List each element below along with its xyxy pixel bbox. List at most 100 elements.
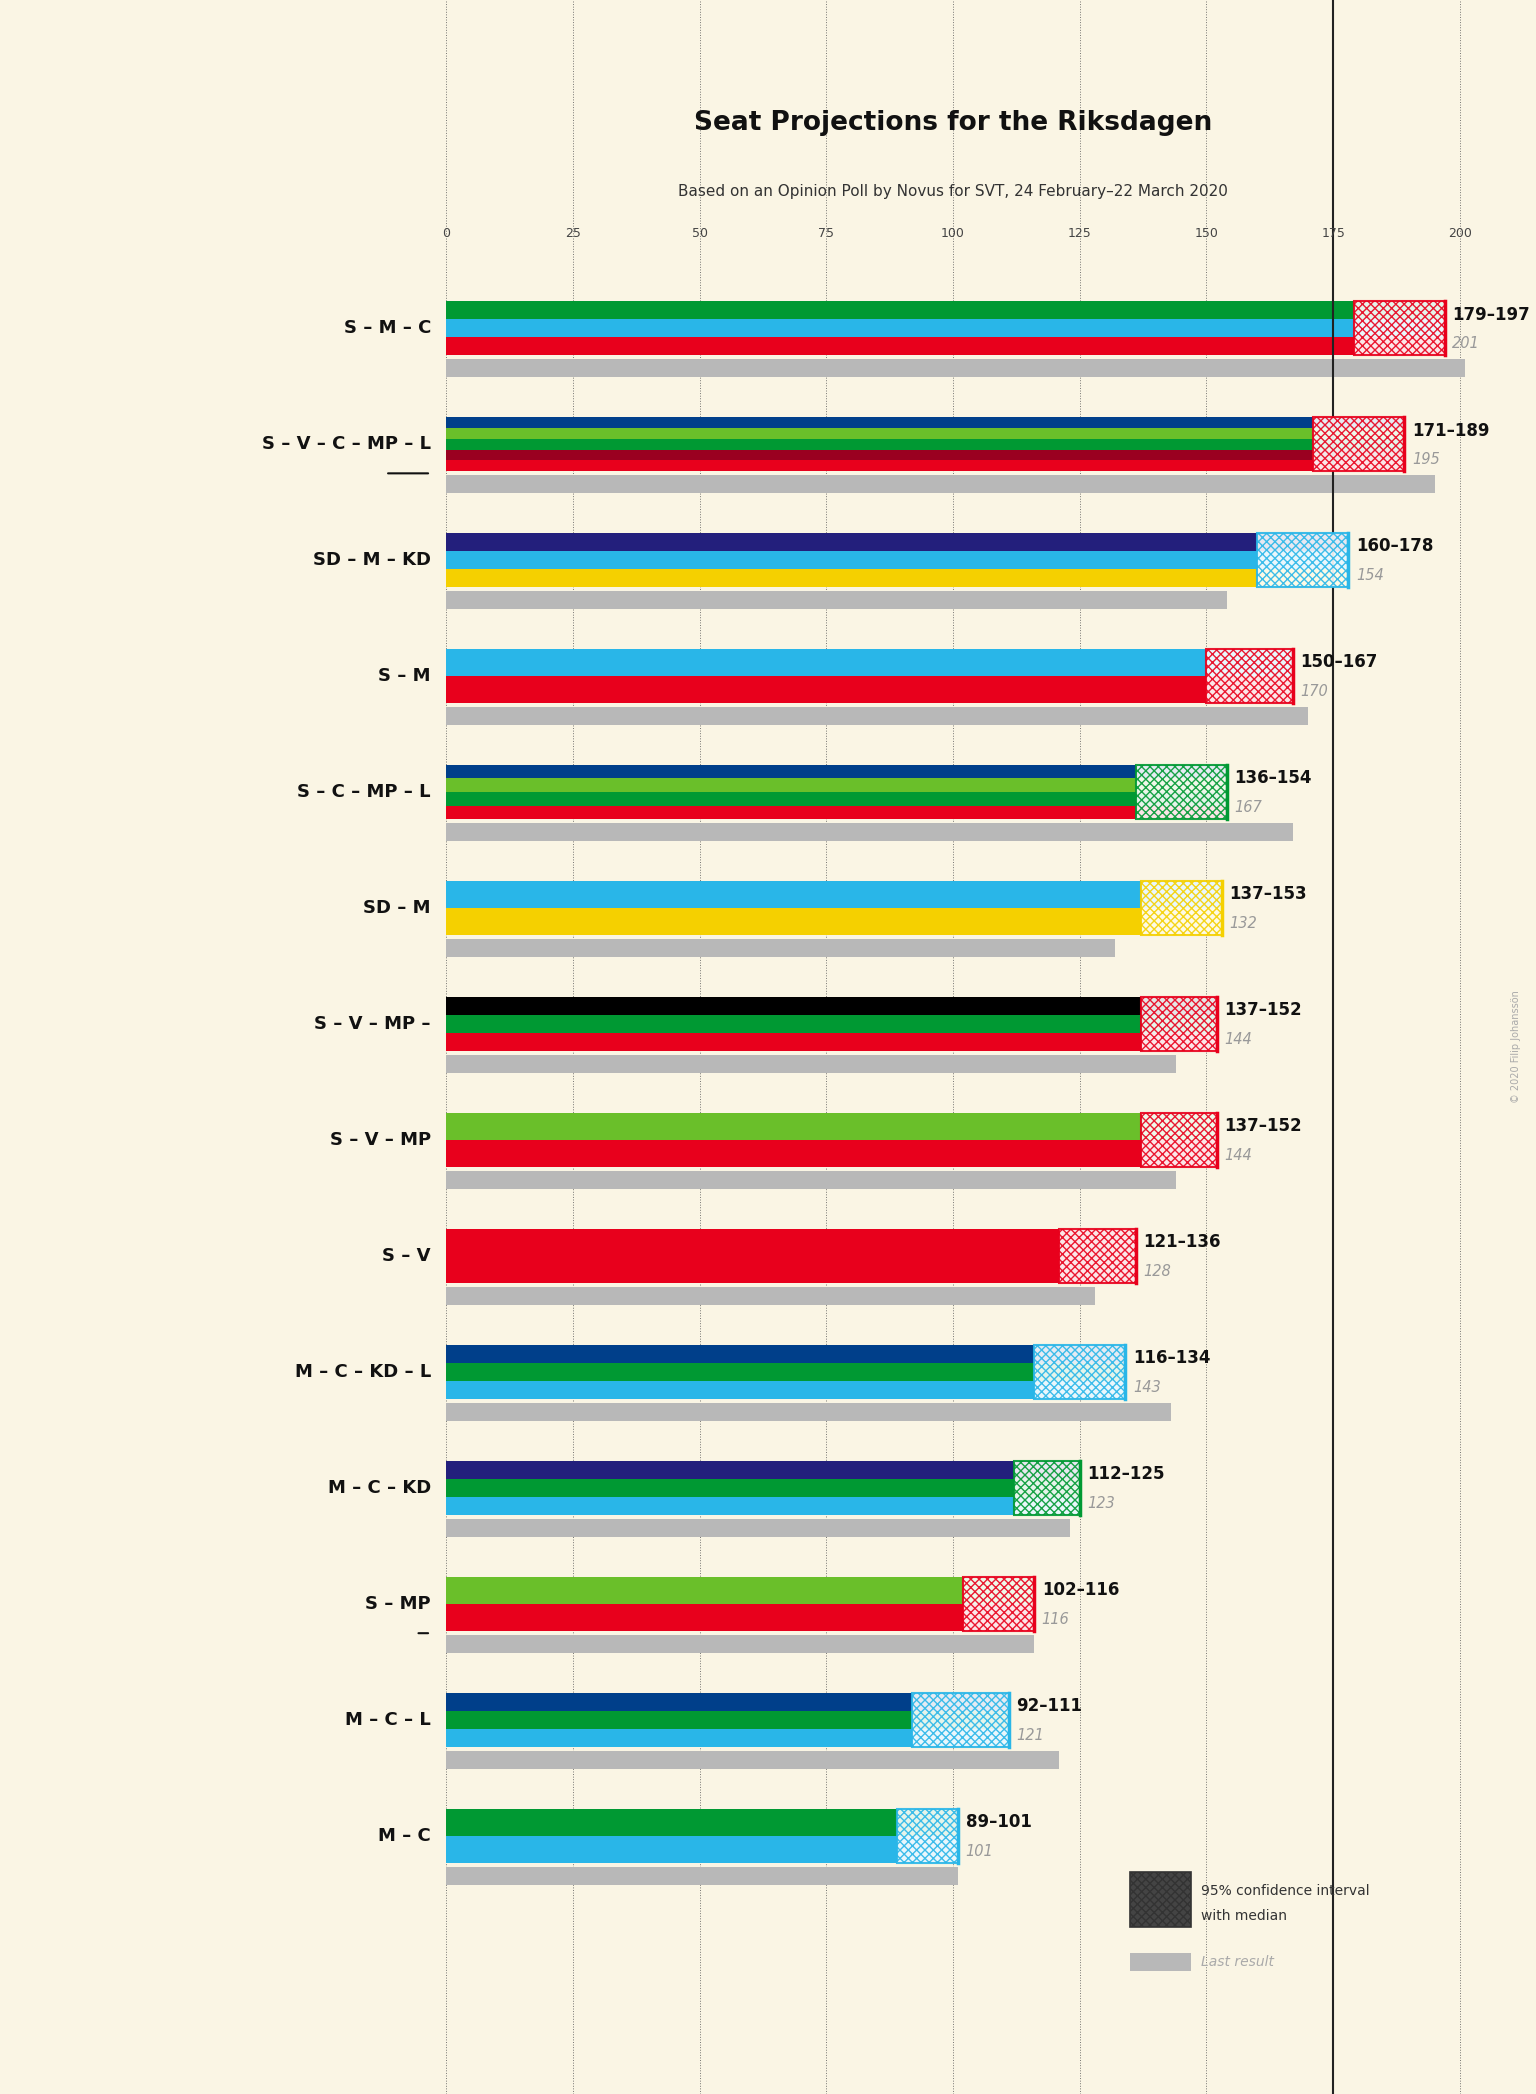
Text: 150: 150 — [1195, 228, 1218, 241]
Bar — [445, 1171, 1177, 1189]
Bar — [445, 1520, 1069, 1537]
Text: S – V – MP: S – V – MP — [330, 1131, 432, 1150]
Bar — [445, 1288, 1095, 1305]
Text: S – MP: S – MP — [366, 1596, 432, 1612]
Bar — [445, 1711, 1009, 1730]
Text: M – C: M – C — [378, 1826, 432, 1845]
Text: S – V – MP –: S – V – MP – — [315, 1016, 432, 1032]
Text: 136–154: 136–154 — [1235, 768, 1312, 787]
Bar — [445, 708, 1307, 725]
Text: Last result: Last result — [1201, 1956, 1275, 1968]
Bar — [445, 1382, 1126, 1399]
Bar — [1353, 302, 1445, 356]
Bar — [1135, 764, 1227, 819]
Text: S – M – C: S – M – C — [344, 318, 432, 337]
Text: 144: 144 — [1224, 1032, 1252, 1047]
Text: 179–197: 179–197 — [1453, 306, 1530, 322]
Text: 25: 25 — [565, 228, 581, 241]
Text: S – V: S – V — [382, 1248, 432, 1265]
Text: S – V – C – MP – L: S – V – C – MP – L — [263, 436, 432, 452]
Text: 100: 100 — [942, 228, 965, 241]
Bar — [445, 1112, 1217, 1139]
Bar — [445, 1363, 1126, 1382]
Bar — [445, 940, 1115, 957]
Text: 150–167: 150–167 — [1301, 653, 1378, 672]
Bar — [445, 360, 1465, 377]
Text: 201: 201 — [1453, 337, 1481, 352]
Text: 102–116: 102–116 — [1041, 1581, 1120, 1600]
Text: 95% confidence interval: 95% confidence interval — [1201, 1885, 1370, 1899]
Bar — [1060, 1229, 1135, 1284]
Bar — [445, 570, 1349, 586]
Text: 92–111: 92–111 — [1017, 1698, 1083, 1715]
Text: Seat Projections for the Riksdagen: Seat Projections for the Riksdagen — [694, 109, 1212, 136]
Text: 195: 195 — [1412, 452, 1439, 467]
Text: 112–125: 112–125 — [1087, 1466, 1164, 1483]
Bar — [445, 806, 1227, 819]
Text: 128: 128 — [1143, 1265, 1170, 1279]
Bar — [897, 1809, 958, 1864]
Bar — [445, 1016, 1217, 1032]
Bar — [445, 909, 1221, 936]
Text: 154: 154 — [1356, 567, 1384, 584]
Bar — [445, 764, 1227, 779]
Bar — [445, 1635, 1034, 1652]
Bar — [445, 591, 1227, 609]
Bar — [1141, 882, 1221, 936]
Text: 101: 101 — [966, 1845, 994, 1859]
Text: M – C – KD: M – C – KD — [327, 1478, 432, 1497]
Bar — [445, 1478, 1080, 1497]
Bar — [445, 1730, 1009, 1746]
Bar — [445, 823, 1293, 842]
Bar — [445, 1229, 1135, 1284]
Text: SD – M: SD – M — [364, 898, 432, 917]
Bar — [445, 417, 1404, 427]
Bar — [445, 649, 1293, 676]
Text: 121: 121 — [1017, 1728, 1044, 1742]
Bar — [445, 302, 1445, 318]
Bar — [445, 475, 1435, 494]
Text: S – M: S – M — [378, 668, 432, 685]
Text: 137–152: 137–152 — [1224, 1118, 1303, 1135]
Bar — [445, 1344, 1126, 1363]
Bar — [445, 779, 1227, 792]
Text: 137–153: 137–153 — [1229, 886, 1307, 903]
Text: 143: 143 — [1134, 1380, 1161, 1395]
Bar — [1313, 417, 1404, 471]
Text: 137–152: 137–152 — [1224, 1001, 1303, 1020]
Text: 160–178: 160–178 — [1356, 538, 1433, 555]
Bar — [1206, 649, 1293, 704]
Bar — [1141, 1112, 1217, 1166]
Bar — [445, 318, 1445, 337]
Bar — [445, 427, 1404, 438]
Text: © 2020 Filip Johanssön: © 2020 Filip Johanssön — [1510, 990, 1521, 1104]
Bar — [445, 1055, 1177, 1072]
Bar — [445, 1462, 1080, 1478]
Bar — [445, 1751, 1060, 1769]
Bar — [963, 1577, 1034, 1631]
Bar — [445, 1497, 1080, 1516]
Bar — [445, 551, 1349, 570]
Text: 144: 144 — [1224, 1148, 1252, 1162]
Bar — [445, 1868, 958, 1885]
Text: 200: 200 — [1448, 228, 1471, 241]
Bar — [445, 1809, 958, 1836]
Bar — [1141, 997, 1217, 1051]
Bar — [445, 1836, 958, 1864]
Text: S – C – MP – L: S – C – MP – L — [298, 783, 432, 802]
Bar — [445, 792, 1227, 806]
Bar — [445, 461, 1404, 471]
Bar — [1130, 1954, 1192, 1970]
Bar — [445, 676, 1293, 704]
Bar — [445, 337, 1445, 356]
Bar — [445, 882, 1221, 909]
Bar — [445, 532, 1349, 551]
Bar — [1130, 1872, 1192, 1926]
Bar — [445, 1403, 1170, 1422]
Text: M – C – L: M – C – L — [346, 1711, 432, 1730]
Text: 123: 123 — [1087, 1495, 1115, 1512]
Bar — [912, 1692, 1009, 1746]
Bar — [445, 1577, 1034, 1604]
Text: 75: 75 — [819, 228, 834, 241]
Bar — [445, 997, 1217, 1016]
